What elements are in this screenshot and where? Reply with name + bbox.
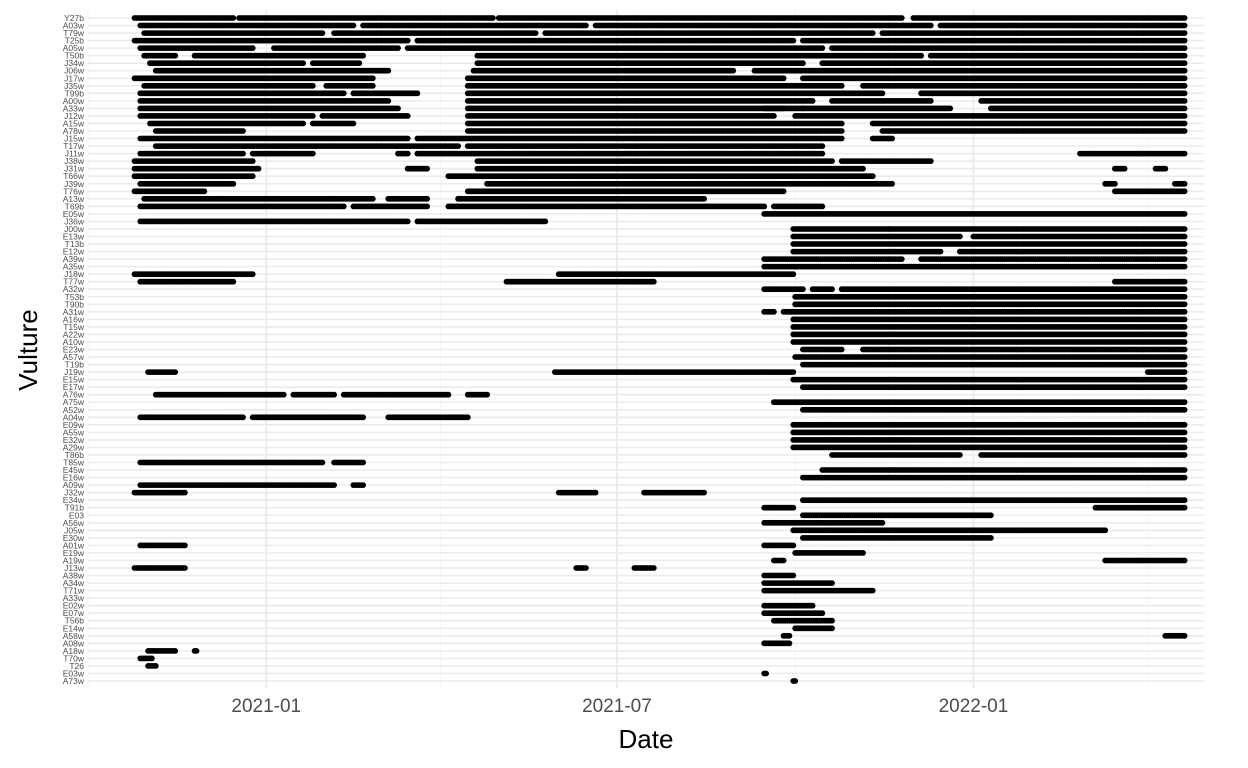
data-point <box>838 82 845 89</box>
data-point <box>1181 67 1188 74</box>
data-point <box>819 45 826 51</box>
data-point <box>490 15 496 21</box>
data-point <box>1181 15 1188 21</box>
data-point <box>249 45 256 51</box>
data-point <box>350 22 357 29</box>
data-point <box>404 37 411 44</box>
data-point <box>309 82 316 89</box>
data-point <box>780 75 787 82</box>
data-point <box>918 52 924 59</box>
data-point <box>869 30 876 36</box>
data-point <box>1181 22 1188 29</box>
data-point <box>360 52 366 59</box>
data-point <box>369 75 376 82</box>
data-point <box>1181 37 1188 44</box>
data-point <box>172 52 179 59</box>
data-point <box>730 67 737 74</box>
data-point <box>230 15 237 21</box>
data-point <box>395 45 401 51</box>
data-point <box>898 15 905 21</box>
data-point <box>1181 30 1188 36</box>
data-point <box>1181 60 1188 67</box>
data-point <box>319 30 326 36</box>
data-point <box>385 67 392 74</box>
data-point <box>800 60 806 67</box>
data-point <box>1181 75 1188 82</box>
data-point <box>927 22 934 29</box>
data-point <box>356 60 363 67</box>
data-point <box>369 82 376 89</box>
data-point <box>583 22 589 29</box>
data-point <box>532 30 539 36</box>
data-point <box>1181 45 1188 51</box>
data-point <box>790 37 797 44</box>
data-points <box>131 15 1188 684</box>
data-point <box>1181 52 1188 59</box>
data-point <box>300 60 306 67</box>
